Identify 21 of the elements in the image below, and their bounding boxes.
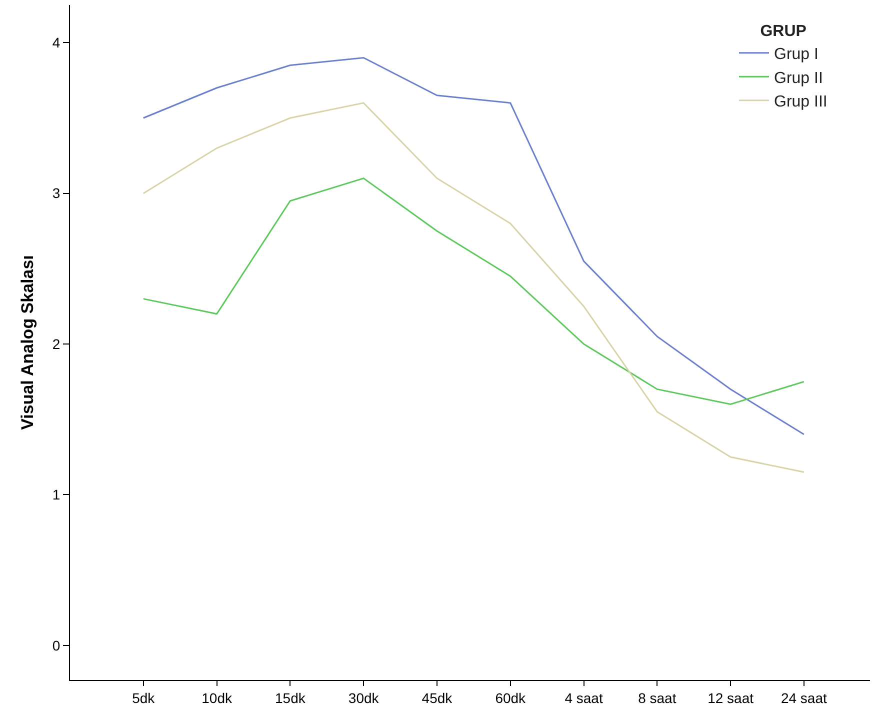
y-tick-label: 0: [52, 637, 60, 654]
y-tick-label: 3: [52, 185, 60, 202]
y-tick-label: 2: [52, 336, 60, 352]
x-tick-label: 30dk: [348, 690, 380, 706]
x-tick-label: 60dk: [495, 690, 527, 706]
x-tick-label: 24 saat: [780, 690, 828, 706]
y-tick-label: 1: [52, 486, 60, 503]
legend-label: Grup III: [774, 94, 828, 111]
x-tick-label: 8 saat: [638, 690, 676, 706]
x-tick-label: 5dk: [132, 690, 156, 706]
x-tick-label: 4 saat: [564, 690, 603, 706]
y-tick-label: 4: [52, 34, 60, 51]
legend-label: Grup I: [774, 46, 818, 64]
x-tick-label: 12 saat: [708, 690, 754, 706]
x-tick-label: 15dk: [275, 690, 306, 706]
line-series: [142, 178, 805, 406]
legend-label: Grup II: [774, 70, 823, 87]
x-tick-label: 10dk: [202, 690, 233, 706]
legend-title: GRUP: [760, 22, 807, 40]
x-tick-label: 45dk: [422, 690, 454, 706]
y-axis-title: Visual Analog Skalası: [18, 255, 37, 430]
